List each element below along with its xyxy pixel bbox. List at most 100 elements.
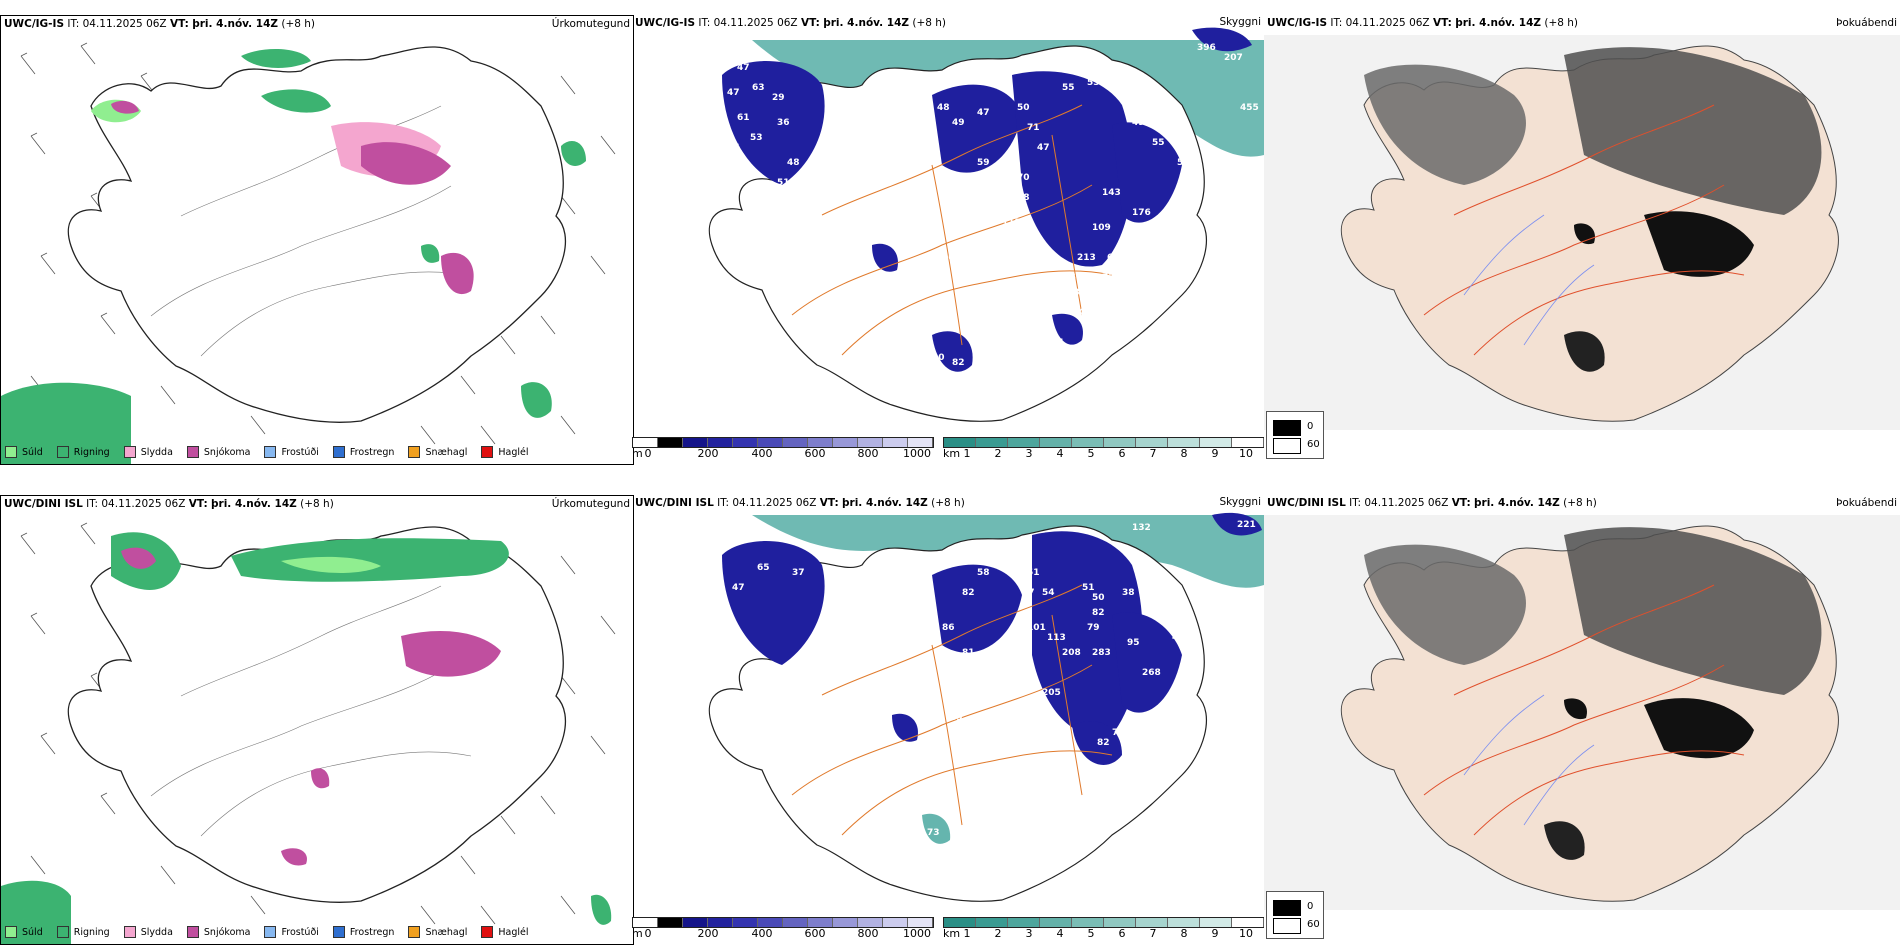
value-label: 29	[772, 93, 785, 103]
legend-swatch	[5, 446, 17, 458]
ceiling-areas	[722, 27, 1252, 372]
value-label: 147	[982, 663, 1001, 673]
value-label: 63	[752, 83, 765, 93]
value-label: 47	[1172, 633, 1185, 643]
precip-legend: Súld Rigning Slydda Snjókoma Frostúði Fr…	[5, 926, 529, 938]
value-label: 189	[1067, 288, 1086, 298]
ceiling-colorbar: m 0 200 400 600 800 1000	[632, 437, 937, 463]
value-label: 47	[977, 108, 990, 118]
legend-swatch	[123, 446, 136, 458]
value-label: 81	[962, 648, 975, 658]
value-label: 143	[1102, 188, 1121, 198]
value-label: 79	[1087, 623, 1100, 633]
value-label: 47	[1177, 613, 1190, 623]
value-label: 75	[942, 808, 955, 818]
value-label: 60	[962, 198, 975, 208]
value-label: 53	[750, 133, 763, 143]
colorbar-segments	[632, 917, 934, 928]
legend-swatch-white	[1273, 918, 1301, 934]
value-label: 263	[1017, 673, 1036, 683]
fog-map	[1264, 515, 1900, 910]
precip-legend: Súld Rigning Slydda Snjókoma Frostúði Fr…	[5, 446, 529, 458]
value-label: 138	[1037, 278, 1056, 288]
colorbar-tick: 200	[697, 927, 719, 940]
value-label: 76	[727, 143, 740, 153]
road-lines	[150, 585, 472, 837]
colorbar-unit: km	[943, 447, 961, 460]
value-label: 71	[1027, 123, 1040, 133]
value-label: 85	[962, 698, 975, 708]
value-label: 79	[762, 188, 775, 198]
panel-visibility-bottom: 65 37 47 58 51 57 54 51 50 38 82 86 81 1…	[632, 495, 1264, 943]
value-label: 113	[1047, 633, 1066, 643]
panel-field-name: Þokuábendi	[1836, 17, 1897, 29]
value-label: 58	[977, 568, 990, 578]
value-label: 98	[962, 248, 975, 258]
value-label: 132	[1132, 523, 1151, 533]
colorbar-tick: 400	[751, 447, 773, 460]
legend-swatch	[481, 446, 494, 458]
value-label: 103	[942, 253, 961, 263]
value-label: 208	[1062, 648, 1081, 658]
colorbar-tick: 800	[857, 447, 879, 460]
colorbar-tick: 600	[804, 447, 826, 460]
panel-precip-type-bottom: UWC/DINI ISL IT: 04.11.2025 06Z VT: þri.…	[0, 495, 634, 945]
value-label: 51	[1027, 568, 1040, 578]
value-label: 49	[1132, 118, 1145, 128]
value-label: 57	[1022, 588, 1035, 598]
value-label: 190	[987, 188, 1006, 198]
value-label: 87	[812, 218, 825, 228]
value-label: 77	[1102, 273, 1115, 283]
colorbar-unit: km	[943, 927, 961, 940]
colorbar-tick: 200	[697, 447, 719, 460]
road-lines	[791, 104, 1113, 356]
value-label: 65	[757, 563, 770, 573]
fog-shading	[1364, 527, 1822, 860]
ceiling-labels: 65 37 47 58 51 57 54 51 50 38 82 86 81 1…	[732, 520, 1256, 838]
value-label: 113	[1002, 218, 1021, 228]
legend-swatch-black	[1273, 420, 1301, 436]
iceland-outline	[67, 46, 567, 423]
legend-swatch	[123, 926, 136, 938]
legend-swatch	[408, 446, 421, 458]
value-label: 36	[777, 118, 790, 128]
colorbar-tick: 1	[963, 447, 971, 460]
value-label: 206	[1057, 273, 1076, 283]
colorbar-tick: 10	[1239, 447, 1253, 460]
value-label: 109	[1092, 223, 1111, 233]
legend-swatch	[186, 926, 199, 938]
panel-field-name: Úrkomutegund	[551, 18, 630, 30]
road-lines	[150, 105, 472, 357]
colorbar-tick: 4	[1056, 927, 1064, 940]
precip-map	[1, 522, 616, 944]
value-label: 49	[952, 118, 965, 128]
value-label: 69	[882, 128, 895, 138]
legend-swatch	[332, 446, 345, 458]
colorbar-tick: 6	[1118, 447, 1126, 460]
value-label: 62	[957, 183, 970, 193]
value-label: 207	[1224, 53, 1243, 63]
panel-header: UWC/IG-IS IT: 04.11.2025 06Z VT: þri. 4.…	[4, 18, 316, 30]
value-label: 59	[1142, 108, 1155, 118]
value-label: 78	[1017, 193, 1030, 203]
value-label: 51	[1082, 583, 1095, 593]
low-vis-areas	[922, 813, 951, 844]
river-lines	[1463, 214, 1595, 346]
colorbar-tick: 1	[963, 927, 971, 940]
value-label: 205	[1042, 688, 1061, 698]
value-label: 73	[927, 828, 940, 838]
panel-field-name: Þokuábendi	[1836, 497, 1897, 509]
legend-swatch	[408, 926, 421, 938]
visibility-colorbar: km 1 2 3 4 5 6 7 8 9 10	[943, 917, 1264, 943]
value-label: 10	[1052, 728, 1065, 738]
value-label: 86	[942, 623, 955, 633]
value-label: 50	[1092, 593, 1105, 603]
panel-field-name: Skyggni	[1219, 496, 1262, 508]
panel-header: UWC/IG-IS IT: 04.11.2025 06Z VT: þri. 4.…	[1267, 17, 1579, 29]
value-label: 51	[777, 178, 790, 188]
value-label: 82	[1092, 608, 1105, 618]
colorbar-tick: 9	[1211, 447, 1219, 460]
value-label: 59	[977, 158, 990, 168]
colorbar-tick: 5	[1087, 927, 1095, 940]
value-label: 95	[937, 398, 950, 408]
